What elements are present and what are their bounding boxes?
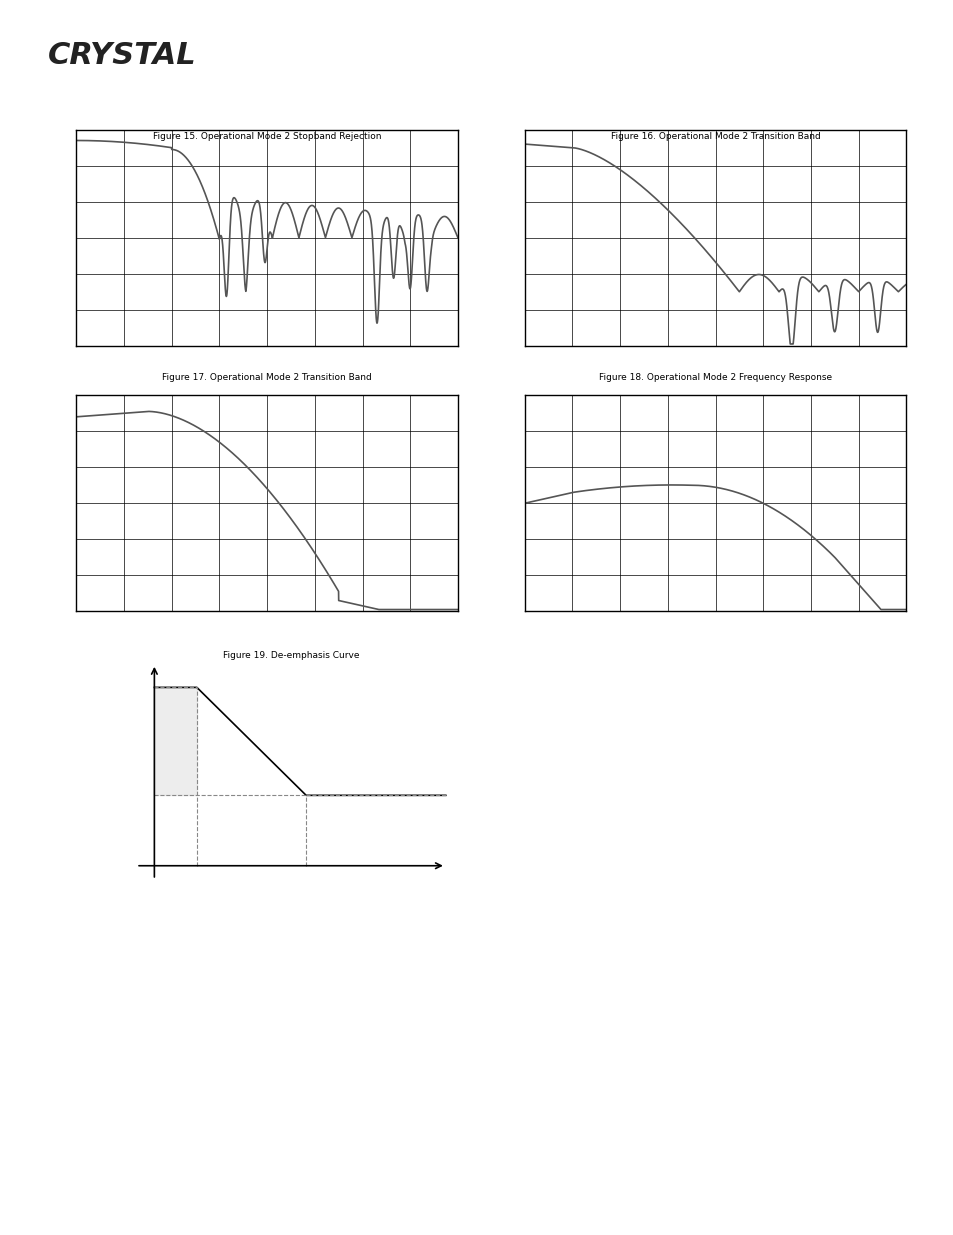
Polygon shape — [154, 688, 196, 795]
Text: Figure 17. Operational Mode 2 Transition Band: Figure 17. Operational Mode 2 Transition… — [162, 373, 372, 382]
Text: Figure 16. Operational Mode 2 Transition Band: Figure 16. Operational Mode 2 Transition… — [610, 132, 820, 141]
Text: CRYSTAL: CRYSTAL — [48, 41, 196, 70]
Text: Figure 15. Operational Mode 2 Stopband Rejection: Figure 15. Operational Mode 2 Stopband R… — [152, 132, 381, 141]
Text: Figure 19. De-emphasis Curve: Figure 19. De-emphasis Curve — [222, 651, 359, 659]
Text: Figure 18. Operational Mode 2 Frequency Response: Figure 18. Operational Mode 2 Frequency … — [598, 373, 831, 382]
